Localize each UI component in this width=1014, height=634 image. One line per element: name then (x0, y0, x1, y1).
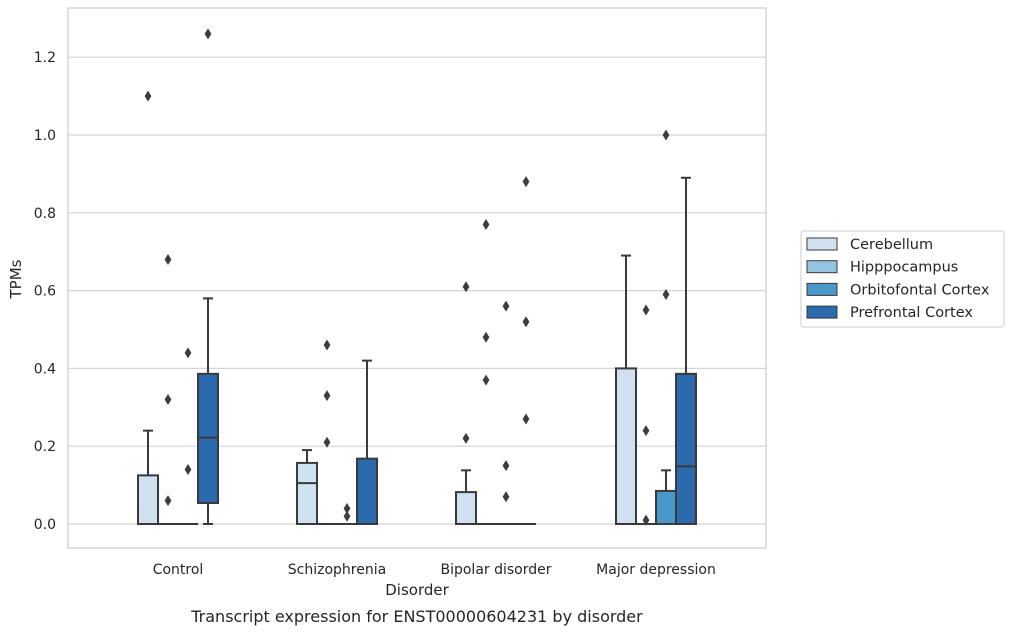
box-1-3 (636, 304, 656, 526)
box-2-1 (337, 502, 357, 525)
box-0-3 (615, 254, 637, 525)
outlier-point (164, 495, 172, 507)
plot-area (68, 8, 766, 548)
outlier-point (642, 304, 650, 316)
box-0-1 (296, 449, 318, 525)
outlier-point (164, 253, 172, 265)
legend-swatch (806, 237, 838, 251)
box-0-2 (455, 281, 477, 525)
legend: Cerebellum Hipppocampus Orbitofontal Corte… (800, 230, 1005, 328)
box-1-0 (158, 253, 178, 525)
box-2-2 (496, 300, 516, 525)
y-tick-label: 0.2 (34, 439, 56, 455)
legend-label: Prefrontal Cortex (850, 305, 973, 321)
legend-frame (800, 230, 1005, 328)
outlier-point (204, 28, 212, 40)
box-1-1 (317, 339, 337, 525)
box-3-3 (675, 176, 697, 526)
y-tick-label: 0.0 (34, 517, 56, 533)
legend-label: Cerebellum (850, 237, 933, 253)
x-axis-label: Disorder (385, 581, 449, 599)
outlier-point (343, 510, 351, 522)
chart-caption: Transcript expression for ENST0000060423… (190, 607, 643, 626)
outlier-point (164, 394, 172, 406)
outlier-point (662, 129, 670, 141)
outlier-point (502, 460, 510, 472)
outlier-point (462, 432, 470, 444)
outlier-point (323, 339, 331, 351)
outlier-point (184, 347, 192, 359)
x-tick-label: Major depression (596, 562, 716, 578)
box-2-0 (178, 347, 198, 525)
box-2-3 (655, 129, 677, 525)
legend-swatch (806, 282, 838, 296)
box-iqr (455, 491, 477, 525)
outlier-point (462, 281, 470, 293)
outlier-point (343, 502, 351, 514)
legend-swatch (806, 305, 838, 319)
y-tick-labels: 0.0 0.2 0.4 0.6 0.8 1.0 1.2 (34, 50, 56, 533)
box-3-2 (516, 176, 536, 525)
box-3-0 (197, 28, 219, 525)
legend-swatch (806, 260, 838, 274)
box-iqr (137, 474, 159, 525)
box-iqr (675, 372, 697, 526)
box-3-1 (356, 359, 378, 526)
outlier-point (144, 90, 152, 102)
y-tick-label: 1.2 (34, 50, 56, 66)
boxes-layer (137, 28, 697, 526)
y-tick-label: 1.0 (34, 128, 56, 144)
outlier-point (323, 436, 331, 448)
plot-frame (67, 7, 767, 549)
legend-label: Hipppocampus (850, 260, 958, 276)
box-0-0 (137, 90, 159, 525)
outlier-point (522, 316, 530, 328)
outlier-point (482, 374, 490, 386)
outlier-point (642, 425, 650, 437)
y-tick-label: 0.4 (34, 361, 56, 377)
outlier-point (502, 491, 510, 503)
outlier-point (522, 176, 530, 188)
outlier-point (323, 390, 331, 402)
box-iqr (356, 457, 378, 526)
y-axis-label: TPMs (7, 259, 25, 299)
outlier-point (642, 514, 650, 526)
box-iqr (655, 489, 677, 525)
box-iqr (296, 461, 318, 525)
outlier-point (482, 331, 490, 343)
x-tick-labels: Control Schizophrenia Bipolar disorder Majo… (153, 562, 716, 578)
x-tick-label: Bipolar disorder (440, 562, 551, 578)
x-tick-label: Schizophrenia (288, 562, 386, 578)
legend-label: Orbitofontal Cortex (850, 282, 990, 298)
y-tick-label: 0.8 (34, 206, 56, 222)
gridlines (68, 56, 766, 525)
outlier-point (662, 288, 670, 300)
y-tick-label: 0.6 (34, 284, 56, 300)
outlier-point (502, 300, 510, 312)
box-iqr (615, 367, 637, 525)
box-1-2 (476, 218, 496, 525)
outlier-point (184, 464, 192, 476)
outlier-point (482, 218, 490, 230)
outlier-point (522, 413, 530, 425)
x-tick-label: Control (153, 562, 204, 578)
